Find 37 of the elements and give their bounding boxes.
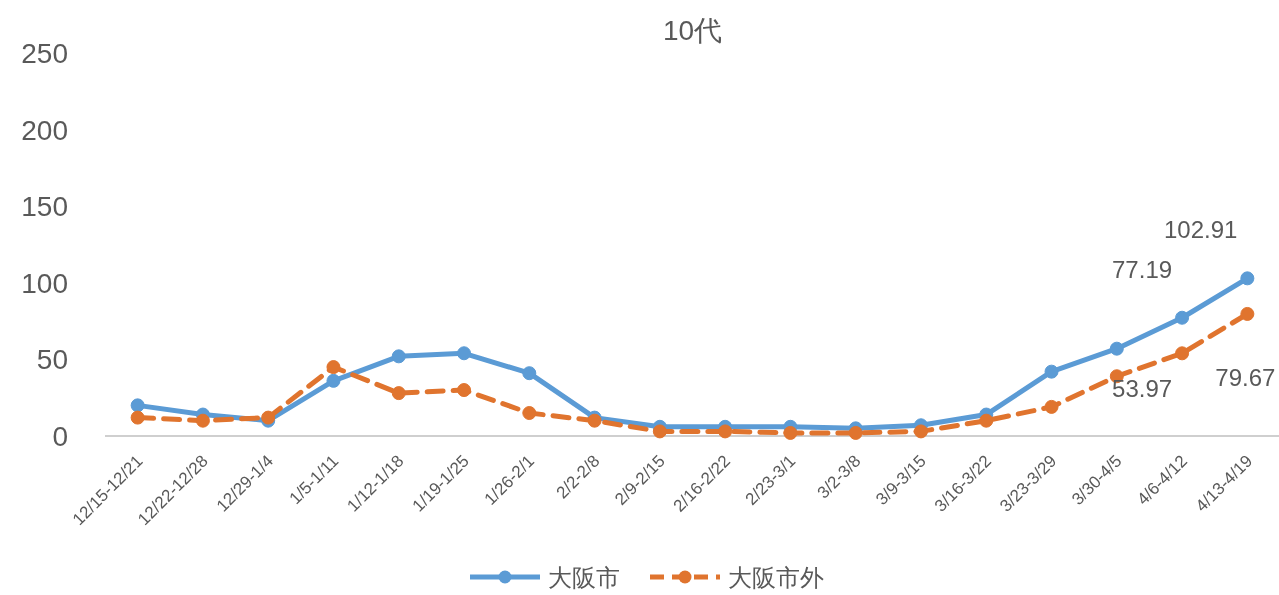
point [326, 360, 341, 375]
point [195, 413, 210, 428]
point [913, 424, 928, 439]
y-tick-label: 50 [36, 344, 68, 376]
chart-title: 10代 [662, 15, 723, 46]
data-label: 77.19 [1112, 255, 1173, 283]
point [718, 424, 733, 439]
point [391, 386, 406, 401]
point [783, 425, 798, 440]
data-label: 53.97 [1112, 375, 1173, 403]
point [130, 410, 145, 425]
y-tick-label: 0 [52, 421, 68, 452]
point [1240, 271, 1255, 286]
point [326, 373, 341, 388]
point [1044, 399, 1059, 414]
y-tick-label: 250 [21, 38, 68, 69]
point [522, 366, 537, 381]
point [848, 425, 863, 440]
point [1109, 341, 1124, 356]
point [1175, 346, 1190, 361]
point [130, 398, 145, 413]
point [522, 406, 537, 421]
point [1044, 364, 1059, 379]
y-tick-label: 150 [21, 191, 68, 223]
y-tick-label: 200 [21, 114, 68, 146]
point [457, 346, 472, 361]
point [979, 413, 994, 428]
point [1240, 306, 1255, 321]
point [652, 424, 667, 439]
data-label: 102.91 [1163, 216, 1238, 244]
legend-label: 大阪市 [548, 564, 620, 591]
point [391, 349, 406, 364]
point [1175, 310, 1190, 325]
legend-label: 大阪市外 [728, 564, 824, 591]
y-tick-label: 100 [21, 267, 68, 299]
data-label: 79.67 [1215, 363, 1276, 391]
point [457, 383, 472, 398]
